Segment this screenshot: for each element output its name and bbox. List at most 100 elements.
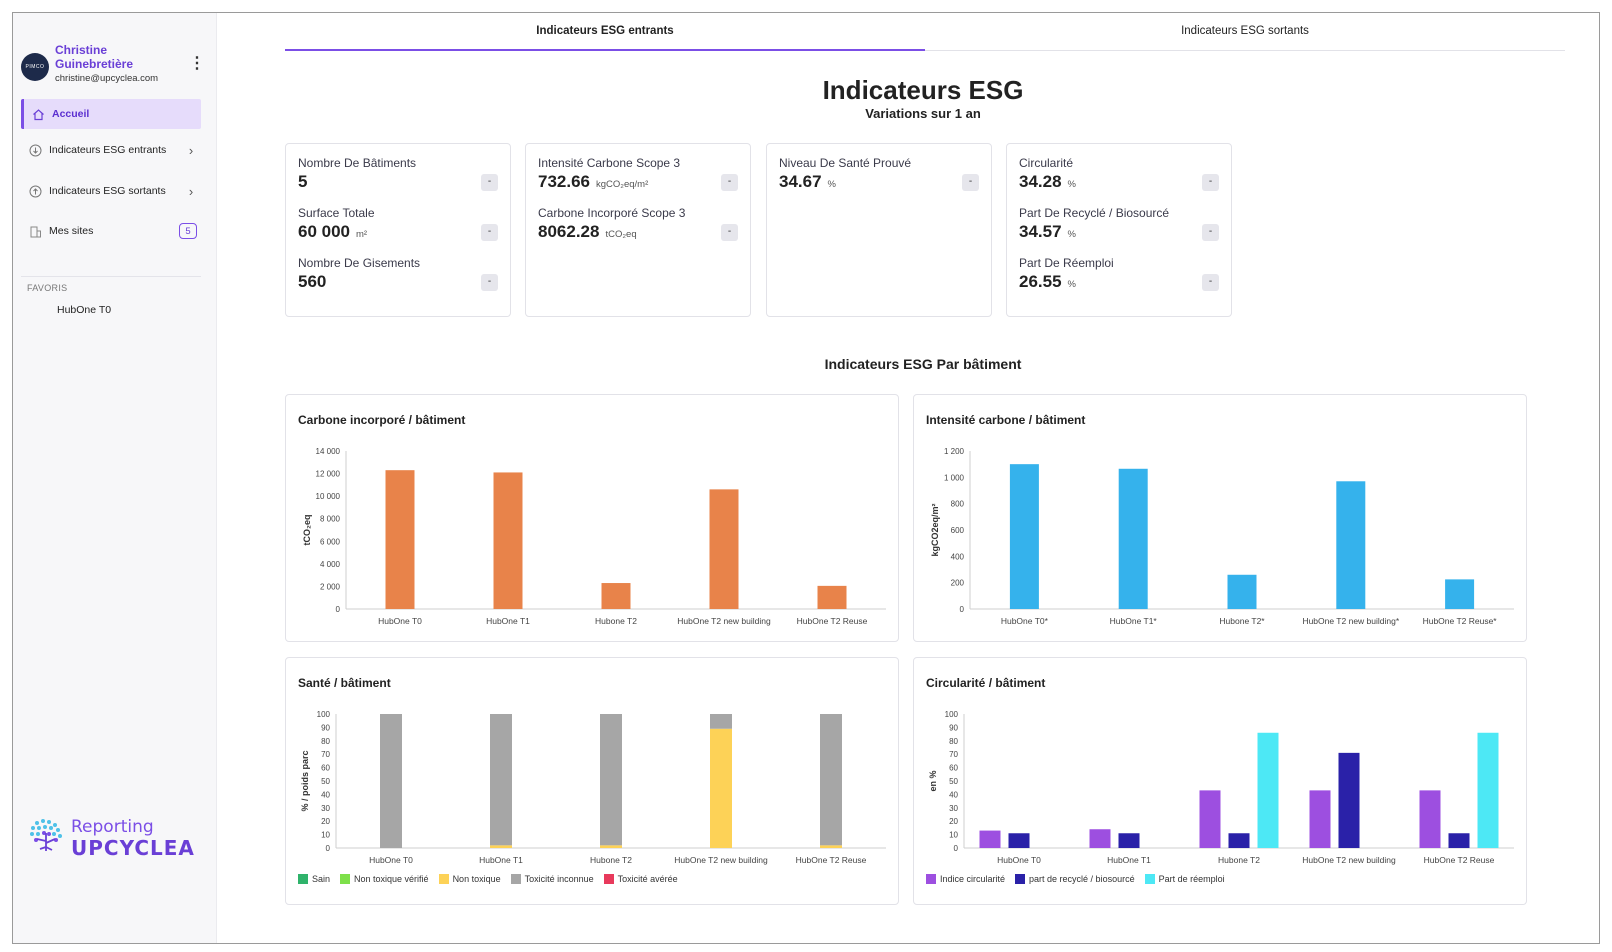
y-tick-label: 10 000 — [316, 492, 341, 501]
kpi-delta-badge: - — [721, 224, 738, 241]
logo-text-upcyclea: UPCYCLEA — [71, 836, 195, 860]
bar — [1419, 790, 1441, 848]
x-tick-label: HubOne T0 — [369, 855, 413, 865]
kpi-unit: tCO₂eq — [605, 229, 637, 240]
kpi-label: Nombre De Bâtiments — [298, 156, 417, 170]
divider — [21, 276, 201, 277]
user-email: christine@upcyclea.com — [55, 73, 159, 84]
legend-label: Toxicité avérée — [617, 874, 678, 884]
kpi-card-sante: Niveau De Santé Prouvé 34.67% - — [766, 143, 992, 317]
y-tick-label: 10 — [949, 831, 958, 840]
x-tick-label: HubOne T2 new building — [677, 616, 771, 626]
chart-sante: 0 10 20 30 40 50 60 70 80 90 100 % / poids parc HubO… — [300, 710, 886, 865]
y-tick-label: 20 — [949, 817, 958, 826]
x-tick-label: HubOne T2 new building — [1302, 855, 1396, 865]
bar — [493, 472, 523, 609]
bar — [1448, 833, 1470, 848]
kpi-label: Surface Totale — [298, 206, 375, 220]
bar — [1118, 468, 1148, 609]
x-tick-label: HubOne T2 new building — [674, 855, 768, 865]
legend-item[interactable]: Sain — [298, 874, 330, 884]
sites-count-badge: 5 — [179, 223, 197, 239]
y-axis-label: % / poids parc — [300, 750, 310, 811]
y-tick-label: 30 — [949, 804, 958, 813]
kpi-value: 34.57% — [1019, 222, 1076, 241]
y-tick-label: 6 000 — [320, 537, 341, 546]
y-tick-label: 1 000 — [944, 473, 965, 482]
bar — [1227, 574, 1257, 609]
legend-item[interactable]: Part de réemploi — [1144, 874, 1225, 884]
kpi-delta-badge: - — [1202, 224, 1219, 241]
sidebar-item-indicateurs-sortants[interactable]: Indicateurs ESG sortants › — [21, 176, 201, 206]
arrow-up-circle-icon — [21, 185, 49, 198]
legend-item[interactable]: Non toxique — [438, 874, 501, 884]
legend-item[interactable]: part de recyclé / biosourcé — [1015, 874, 1135, 884]
bar — [979, 830, 1001, 848]
kpi-value: 560 — [298, 272, 327, 291]
bar — [1338, 752, 1360, 848]
legend-swatch — [510, 874, 521, 884]
y-tick-label: 100 — [317, 710, 331, 719]
legend-item[interactable]: Non toxique vérifié — [340, 874, 429, 884]
sidebar-item-label: Indicateurs ESG sortants — [49, 184, 166, 197]
chart-carbone-incorpore: 0 2 000 4 000 6 000 8 000 10 000 12 000 14 000 t… — [302, 447, 886, 626]
home-icon — [24, 108, 52, 121]
section-title: Indicateurs ESG Par bâtiment — [824, 356, 1022, 372]
kpi-card-circularite: Circularité 34.28% - Part De Recyclé / B… — [1006, 143, 1232, 317]
bar — [710, 728, 732, 848]
y-tick-label: 50 — [321, 777, 330, 786]
kpi-label: Intensité Carbone Scope 3 — [538, 156, 681, 170]
kpi-row: Nombre De Bâtiments 5 - — [298, 156, 498, 196]
bar — [385, 470, 415, 609]
building-icon — [21, 225, 49, 238]
x-tick-label: Hubone T2 — [1218, 855, 1260, 865]
chart-card-intensite-carbone: Intensité carbone / bâtiment 0 200 400 600 8… — [913, 394, 1527, 642]
legend-item[interactable]: Toxicité avérée — [603, 874, 678, 884]
bar — [710, 714, 732, 729]
sidebar: PIMCO Christine Guinebretière christine@… — [13, 13, 217, 943]
kpi-row: Intensité Carbone Scope 3 732.66 kgCO₂eq/… — [538, 156, 738, 196]
bar — [1336, 481, 1366, 609]
kpi-delta-badge: - — [481, 274, 498, 291]
legend-item[interactable]: Toxicité inconnue — [510, 874, 594, 884]
user-profile[interactable]: PIMCO Christine Guinebretière christine@… — [21, 43, 209, 89]
x-tick-label: HubOne T0 — [378, 616, 422, 626]
kpi-value: 8062.28 tCO₂eq — [538, 222, 637, 241]
y-tick-label: 0 — [960, 605, 965, 614]
chart-card-sante: Santé / bâtiment 0 10 20 30 40 50 60 70 80 90 100%… — [285, 657, 899, 905]
legend-swatch — [298, 874, 308, 884]
kpi-unit: % — [827, 179, 836, 190]
bar — [1477, 732, 1499, 848]
y-tick-label: 2 000 — [320, 582, 341, 591]
kpi-unit: % — [1067, 279, 1076, 290]
sidebar-item-mes-sites[interactable]: Mes sites 5 — [21, 216, 201, 246]
x-tick-label: HubOne T1 — [479, 855, 523, 865]
y-tick-label: 60 — [321, 764, 330, 773]
more-options-icon[interactable]: ⋮ — [189, 55, 205, 72]
favorite-item[interactable]: HubOne T0 — [57, 304, 112, 316]
y-tick-label: 90 — [321, 723, 330, 732]
kpi-value: 26.55% — [1019, 272, 1076, 291]
y-tick-label: 200 — [951, 579, 965, 588]
avatar: PIMCO — [21, 53, 49, 81]
tab-indicateurs-entrants[interactable]: Indicateurs ESG entrants — [285, 25, 925, 51]
sidebar-item-label: Mes sites — [49, 224, 94, 237]
kpi-delta-badge: - — [481, 174, 498, 191]
y-tick-label: 10 — [321, 831, 330, 840]
x-tick-label: HubOne T2 Reuse — [797, 616, 868, 626]
tree-logo-icon — [30, 819, 62, 851]
legend-label: Non toxique vérifié — [354, 874, 429, 884]
legend-item[interactable]: Indice circularité — [926, 874, 1005, 884]
sidebar-item-indicateurs-entrants[interactable]: Indicateurs ESG entrants › — [21, 135, 201, 165]
sidebar-item-accueil[interactable]: Accueil — [21, 99, 201, 129]
y-axis-label: kgCO2eq/m² — [930, 503, 940, 556]
x-tick-label: HubOne T2 new building* — [1302, 616, 1399, 626]
x-tick-label: HubOne T2 Reuse* — [1423, 616, 1498, 626]
kpi-row: Carbone Incorporé Scope 3 8062.28 tCO₂eq … — [538, 206, 738, 246]
kpi-label: Part De Réemploi — [1019, 256, 1114, 270]
kpi-row: Niveau De Santé Prouvé 34.67% - — [779, 156, 979, 196]
x-tick-label: HubOne T2 Reuse — [1424, 855, 1495, 865]
legend-label: Non toxique — [452, 874, 501, 884]
tab-indicateurs-sortants[interactable]: Indicateurs ESG sortants — [925, 25, 1565, 51]
chart-title: Carbone incorporé / bâtiment — [298, 413, 466, 427]
